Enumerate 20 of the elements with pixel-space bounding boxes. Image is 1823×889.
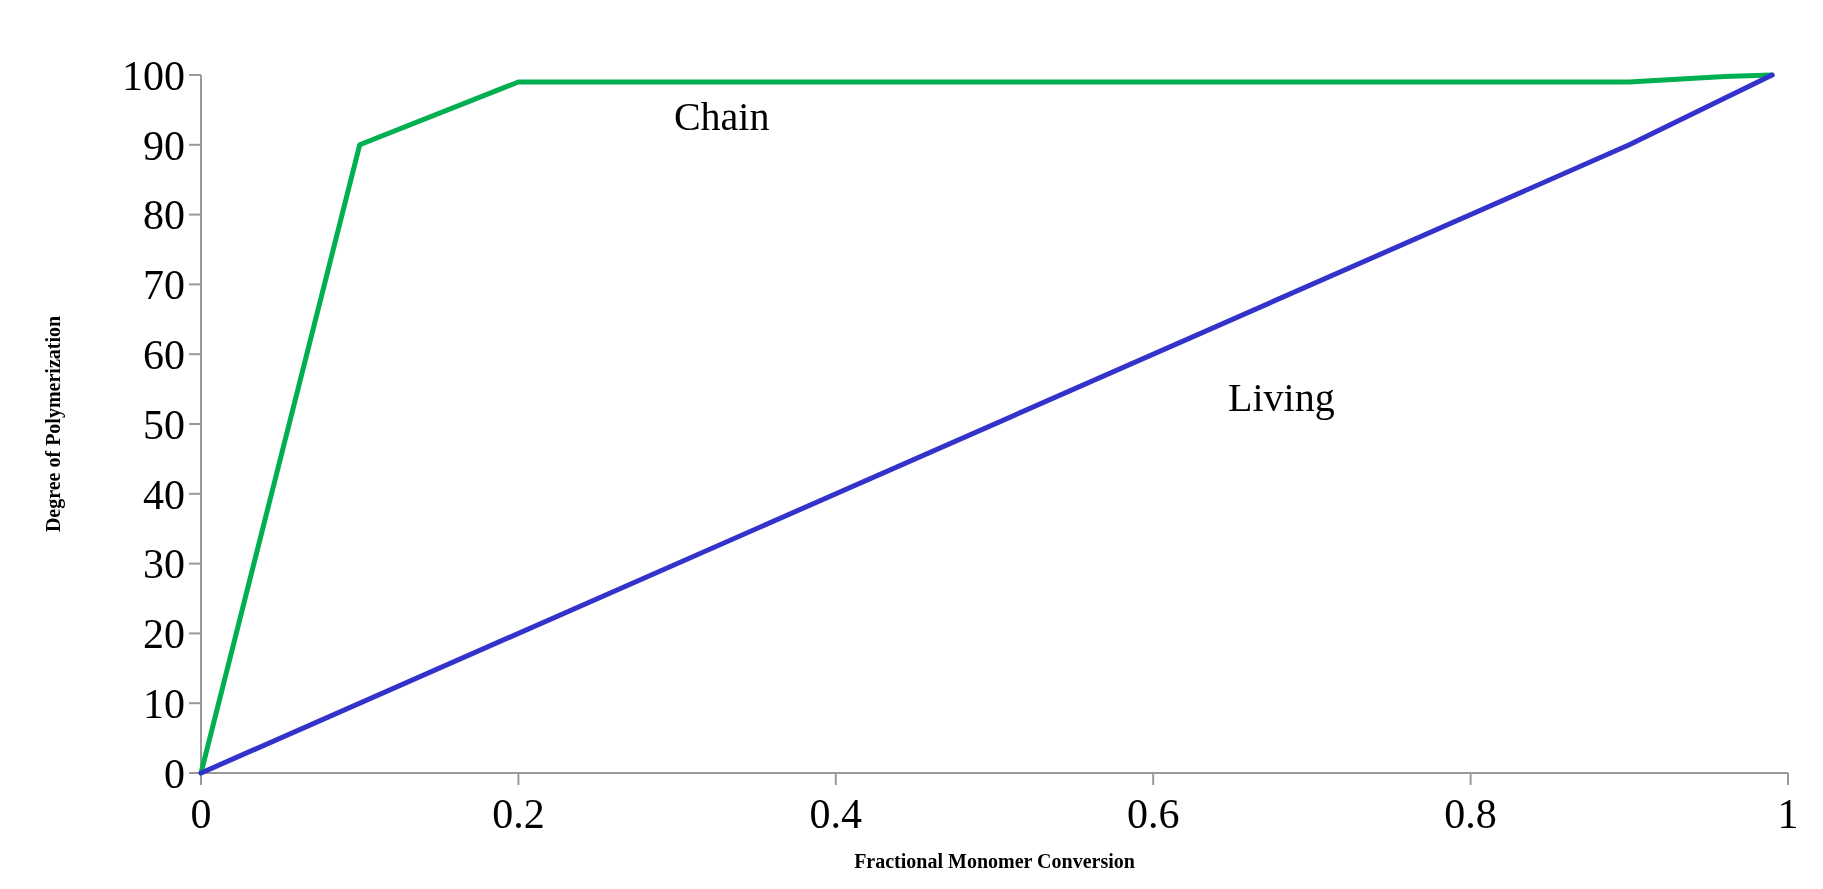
series-label: Living (1227, 375, 1335, 421)
y-axis-title: Degree of Polymerization (42, 315, 65, 533)
series-label: Chain (673, 93, 770, 139)
y-tick-label: 60 (143, 331, 185, 378)
y-tick-label: 10 (143, 680, 185, 727)
y-tick-label: 30 (143, 541, 185, 588)
x-tick-label: 0.4 (809, 791, 863, 837)
y-tick-label: 50 (143, 401, 185, 448)
x-tick-label: 0.6 (1126, 791, 1180, 837)
y-tick-label: 100 (122, 52, 185, 99)
x-tick-label: 0.8 (1444, 791, 1497, 837)
x-tick-label: 0.2 (492, 791, 545, 837)
y-tick-label: 70 (143, 262, 185, 309)
y-tick-label: 40 (143, 471, 185, 518)
x-axis-title: Fractional Monomer Conversion (854, 850, 1135, 872)
y-tick-label: 20 (143, 611, 185, 658)
y-tick-label: 80 (143, 192, 185, 239)
x-tick-label: 1 (1777, 791, 1799, 837)
y-tick-label: 90 (143, 122, 185, 169)
y-tick-label: 0 (164, 750, 185, 797)
